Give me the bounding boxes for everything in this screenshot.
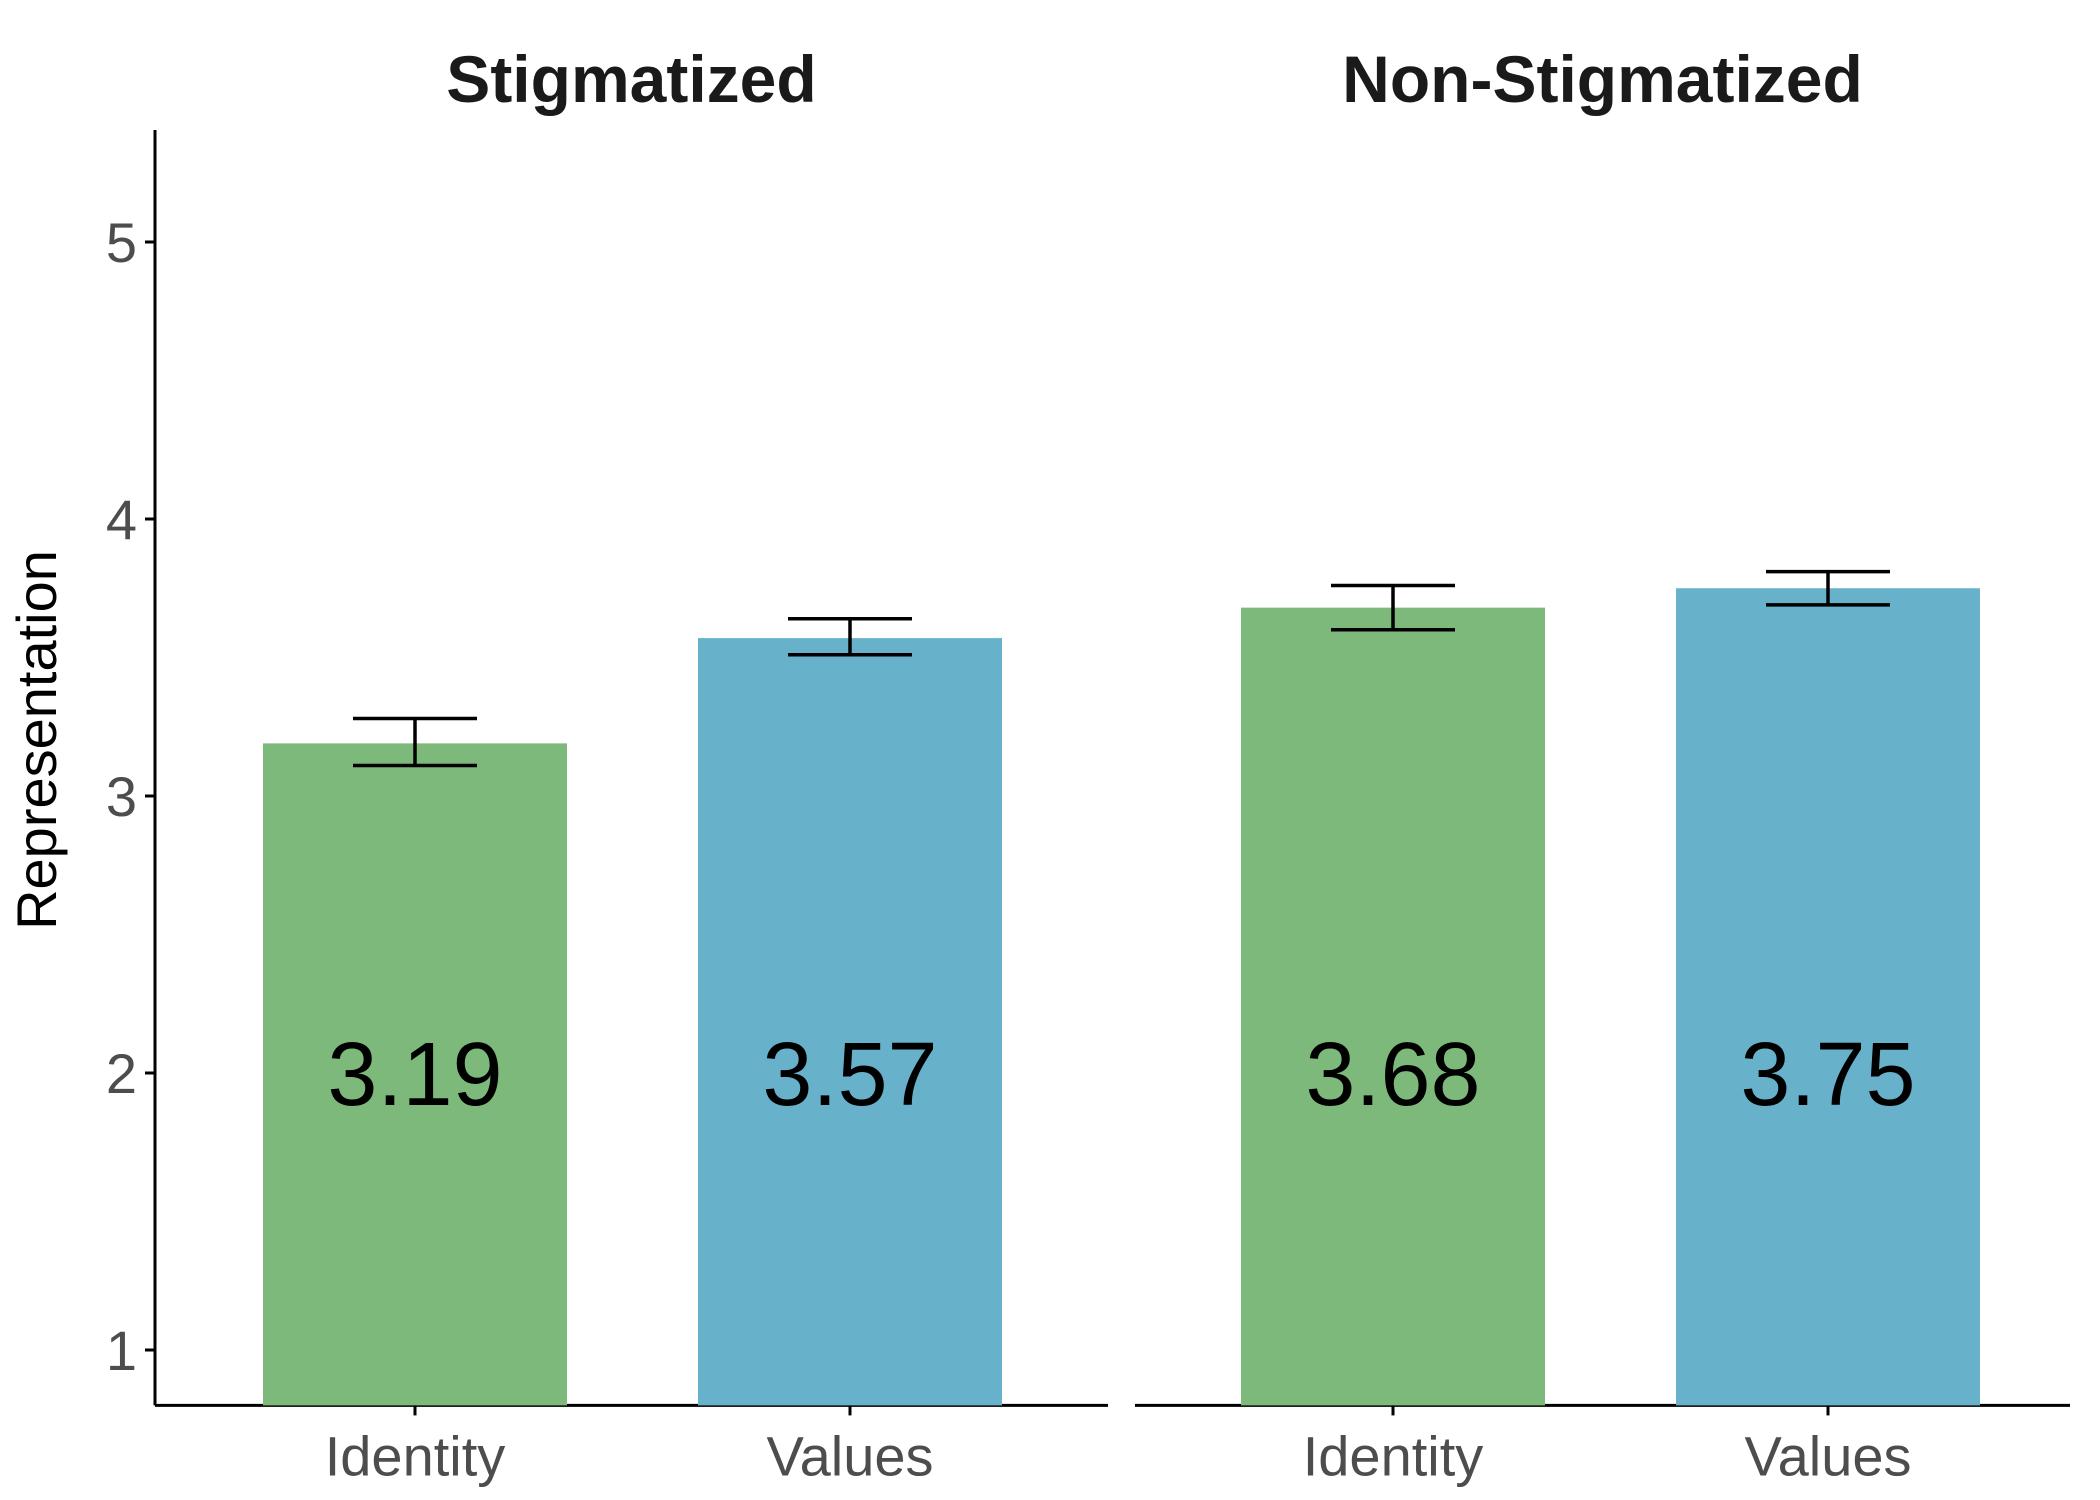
- chart-panel-non-stigmatized: Non-Stigmatized 3.68 Identity 3.75 Values: [1135, 42, 2070, 1487]
- chart-panels: Stigmatized3.19Identity3.57ValuesNon-Sti…: [155, 42, 2070, 1487]
- y-axis-title: Representation: [5, 550, 68, 930]
- y-axis: 1 2 3 4 5: [106, 130, 157, 1406]
- y-tick-label: 2: [106, 1042, 137, 1105]
- bar-value-label: 3.75: [1740, 1025, 1915, 1125]
- y-tick-label: 3: [106, 765, 137, 828]
- bar-value-label: 3.57: [762, 1025, 937, 1125]
- x-tick-label: Identity: [1303, 1424, 1484, 1487]
- x-tick-label: Identity: [325, 1424, 506, 1487]
- bar-identity: [263, 743, 567, 1406]
- bar-values: [1676, 588, 1980, 1406]
- y-tick-label: 1: [106, 1319, 137, 1382]
- chart-panel-stigmatized: Stigmatized 3.19 Identity 3.57 Values: [155, 42, 1108, 1487]
- x-tick-label: Values: [766, 1424, 933, 1487]
- x-tick-label: Values: [1744, 1424, 1911, 1487]
- panel-title: Non-Stigmatized: [1342, 42, 1863, 116]
- bar-values: [698, 638, 1002, 1406]
- panel-title: Stigmatized: [446, 42, 816, 116]
- y-tick-label: 4: [106, 488, 137, 551]
- bar-value-label: 3.68: [1305, 1025, 1480, 1125]
- y-tick-label: 5: [106, 211, 137, 274]
- bar-value-label: 3.19: [327, 1025, 502, 1125]
- bar-identity: [1241, 607, 1545, 1406]
